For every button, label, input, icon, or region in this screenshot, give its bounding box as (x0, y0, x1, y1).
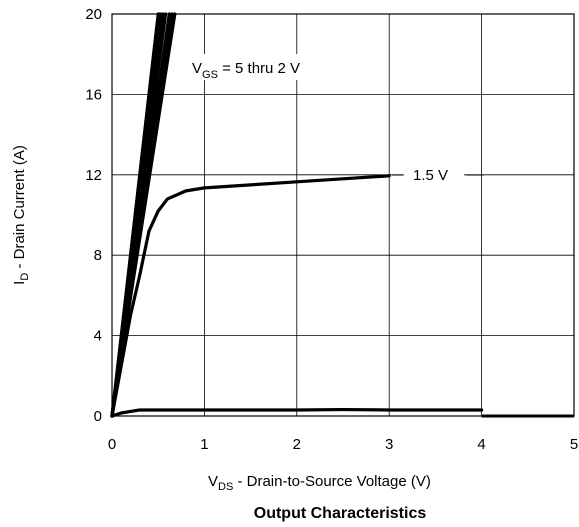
series-label-1-5v: 1.5 V (413, 167, 448, 184)
y-axis-title: ID - Drain Current (A) (11, 145, 31, 285)
series-line-1-5-v (110, 174, 391, 418)
y-tick-label: 8 (94, 247, 102, 264)
annotation-background (186, 54, 358, 80)
x-tick-label: 5 (570, 436, 578, 453)
vgs-annotation: VGS = 5 thru 2 V (192, 60, 300, 81)
series-layer (110, 12, 574, 418)
x-tick-label: 4 (477, 436, 485, 453)
y-tick-label: 16 (85, 86, 102, 103)
x-axis-title: VDS - Drain-to-Source Voltage (V) (208, 473, 431, 493)
x-tick-label: 0 (108, 436, 116, 453)
x-tick-label: 3 (385, 436, 393, 453)
x-tick-label: 1 (200, 436, 208, 453)
chart-title: Output Characteristics (254, 505, 427, 522)
y-tick-label: 0 (94, 408, 102, 425)
y-tick-label: 20 (85, 6, 102, 23)
y-tick-label: 4 (94, 328, 102, 345)
plot-frame (111, 13, 575, 417)
annotation-background (404, 163, 464, 187)
series-line-2-v (110, 12, 177, 418)
x-tick-label: 2 (293, 436, 301, 453)
grid (112, 14, 574, 416)
series-line-1-v (110, 407, 484, 418)
y-tick-label: 12 (85, 167, 102, 184)
